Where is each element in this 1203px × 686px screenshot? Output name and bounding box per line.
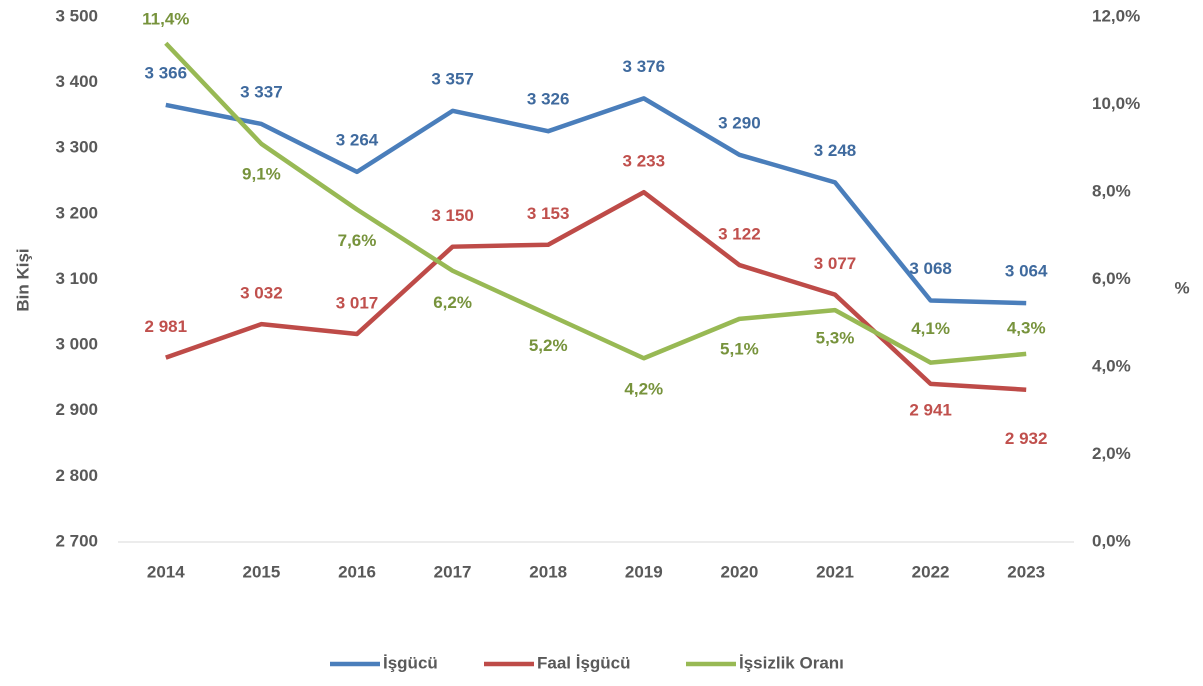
x-tick-label: 2015 <box>242 562 280 581</box>
y2-tick-label: 12,0% <box>1092 6 1140 25</box>
data-label: 6,2% <box>433 293 472 312</box>
data-label: 3 366 <box>145 63 188 82</box>
y2-axis-label: % <box>1174 278 1189 297</box>
y2-tick-label: 8,0% <box>1092 181 1131 200</box>
data-label: 3 376 <box>623 57 666 76</box>
data-label: 3 017 <box>336 293 379 312</box>
data-label: 5,1% <box>720 339 759 358</box>
data-label: 3 064 <box>1005 262 1048 281</box>
y-tick-label: 3 500 <box>55 6 98 25</box>
y2-tick-label: 0,0% <box>1092 531 1131 550</box>
data-label: 2 932 <box>1005 429 1048 448</box>
series-line <box>165 189 1027 392</box>
y2-tick-label: 6,0% <box>1092 269 1131 288</box>
x-tick-label: 2020 <box>720 562 758 581</box>
data-label: 5,3% <box>816 329 855 348</box>
data-label: 4,2% <box>624 380 663 399</box>
series-line <box>164 41 1027 365</box>
legend-label: Faal İşgücü <box>537 653 631 672</box>
x-tick-label: 2016 <box>338 562 376 581</box>
data-label: 3 337 <box>240 82 283 101</box>
x-tick-label: 2017 <box>434 562 472 581</box>
x-tick-label: 2023 <box>1007 562 1045 581</box>
data-label: 4,1% <box>911 319 950 338</box>
data-label: 3 357 <box>431 69 474 88</box>
data-label: 3 077 <box>814 254 857 273</box>
data-label: 11,4% <box>142 10 189 29</box>
y2-tick-label: 10,0% <box>1092 94 1140 113</box>
x-tick-label: 2021 <box>816 562 854 581</box>
y2-tick-label: 2,0% <box>1092 444 1131 463</box>
y-tick-label: 2 800 <box>55 466 98 485</box>
data-label: 3 248 <box>814 141 857 160</box>
data-label: 3 264 <box>336 130 379 149</box>
series-line <box>165 96 1027 306</box>
x-tick-label: 2014 <box>147 562 185 581</box>
y-tick-label: 3 200 <box>55 203 98 222</box>
y-axis-label: Bin Kişi <box>13 248 32 311</box>
y-tick-label: 3 300 <box>55 138 98 157</box>
data-label: 5,2% <box>529 336 568 355</box>
y2-tick-label: 4,0% <box>1092 356 1131 375</box>
data-label: 3 290 <box>718 113 761 132</box>
data-label: 3 150 <box>431 206 474 225</box>
y-tick-label: 2 700 <box>55 531 98 550</box>
data-label: 2 941 <box>909 400 952 419</box>
x-tick-label: 2018 <box>529 562 567 581</box>
legend-label: İşgücü <box>383 653 438 672</box>
data-label: 3 068 <box>909 259 952 278</box>
data-label: 9,1% <box>242 164 281 183</box>
data-label: 3 153 <box>527 204 570 223</box>
data-label: 3 032 <box>240 284 283 303</box>
data-label: 3 326 <box>527 90 570 109</box>
data-label: 2 981 <box>145 317 188 336</box>
data-label: 7,6% <box>338 231 377 250</box>
x-tick-label: 2019 <box>625 562 663 581</box>
y-tick-label: 3 100 <box>55 269 98 288</box>
data-label: 4,3% <box>1007 318 1046 337</box>
y-tick-label: 3 000 <box>55 335 98 354</box>
legend-label: İşsizlik Oranı <box>739 653 844 672</box>
x-tick-label: 2022 <box>912 562 950 581</box>
data-label: 3 233 <box>623 152 666 171</box>
data-label: 3 122 <box>718 225 761 244</box>
y-tick-label: 3 400 <box>55 72 98 91</box>
y-tick-label: 2 900 <box>55 400 98 419</box>
